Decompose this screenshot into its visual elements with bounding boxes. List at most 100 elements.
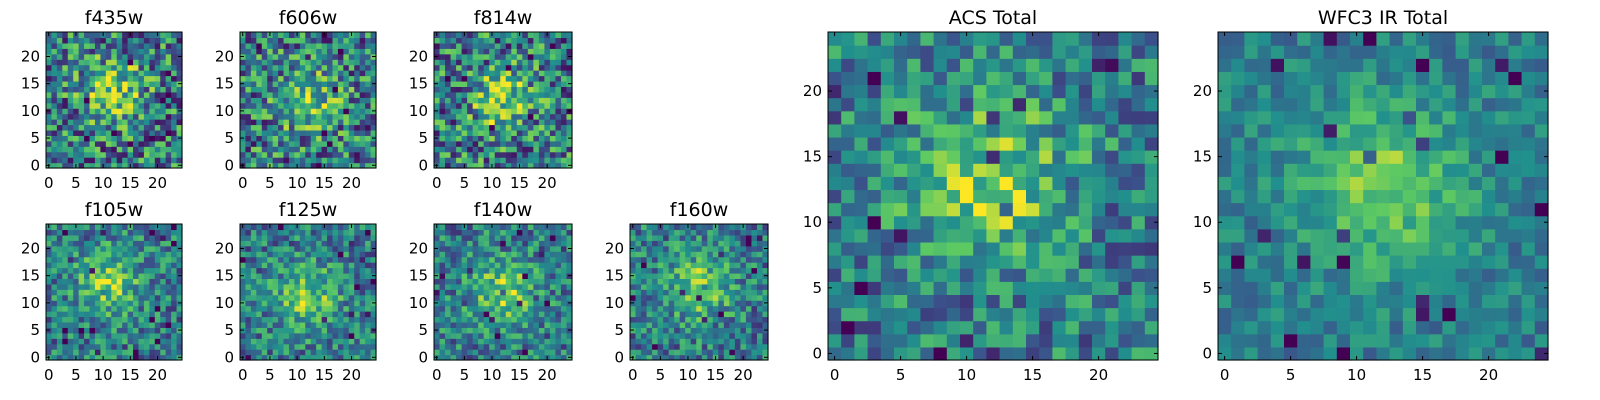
heatmap-cell	[483, 135, 490, 142]
heatmap-cell	[674, 224, 681, 231]
heatmap-cell	[122, 64, 129, 71]
heatmap-cell	[505, 108, 512, 115]
heatmap-cell	[365, 162, 372, 169]
heatmap-cell	[348, 229, 355, 236]
heatmap-cell	[445, 146, 452, 153]
heatmap-cell	[674, 229, 681, 236]
heatmap-cell	[745, 251, 753, 258]
heatmap-cell	[46, 140, 53, 147]
heatmap-cell	[505, 157, 512, 164]
heatmap-cell	[116, 278, 123, 285]
heatmap-cell	[160, 245, 167, 252]
heatmap-cell	[450, 251, 457, 258]
heatmap-cell	[555, 262, 562, 269]
heatmap-cell	[56, 305, 63, 312]
heatmap-cell	[478, 294, 485, 301]
heatmap-cell	[707, 262, 714, 269]
heatmap-cell	[171, 129, 178, 136]
heatmap-cell	[122, 91, 129, 98]
heatmap-cell	[1039, 281, 1053, 295]
heatmap-cell	[1012, 150, 1027, 164]
heatmap-cell	[288, 332, 295, 339]
heatmap-cell	[89, 289, 96, 296]
heatmap-cell	[283, 75, 290, 82]
heatmap-cell	[712, 240, 719, 247]
heatmap-cell	[527, 300, 534, 307]
heatmap-cell	[122, 124, 129, 131]
heatmap-cell	[663, 234, 670, 241]
heatmap-cell	[566, 91, 573, 98]
heatmap-cell	[245, 224, 252, 231]
heatmap-cell	[516, 135, 523, 142]
heatmap-cell	[566, 349, 573, 356]
heatmap-cell	[359, 162, 366, 169]
heatmap-cell	[467, 37, 474, 44]
heatmap-cell	[105, 354, 112, 361]
heatmap-cell	[696, 338, 703, 345]
heatmap-cell	[122, 272, 129, 279]
heatmap-cell	[516, 119, 523, 126]
heatmap-cell	[511, 140, 518, 147]
heatmap-cell	[751, 332, 758, 339]
heatmap-cell	[310, 229, 317, 236]
heatmap-cell	[641, 338, 648, 345]
heatmap-cell	[489, 311, 496, 318]
heatmap-cell	[84, 64, 91, 71]
heatmap-cell	[690, 240, 697, 247]
heatmap-cell	[267, 234, 274, 241]
heatmap-cell	[299, 224, 306, 231]
heatmap-cell	[445, 124, 452, 131]
heatmap-cell	[116, 262, 123, 269]
heatmap-cell	[46, 113, 53, 120]
heatmap-cell	[94, 32, 101, 39]
heatmap-cell	[116, 86, 123, 93]
heatmap-cell	[56, 245, 63, 252]
heatmap-cell	[278, 157, 285, 164]
heatmap-cell	[256, 234, 263, 241]
heatmap-cell	[696, 272, 703, 279]
heatmap-cell	[549, 42, 557, 49]
heatmap-cell	[299, 300, 306, 307]
heatmap-cell	[305, 86, 312, 93]
heatmap-cell	[138, 140, 145, 147]
heatmap-cell	[267, 289, 274, 296]
heatmap-cell	[516, 262, 523, 269]
heatmap-cell	[1012, 281, 1027, 295]
heatmap-cell	[478, 262, 485, 269]
heatmap-cell	[1012, 320, 1027, 335]
heatmap-cell	[348, 129, 355, 136]
heatmap-cell	[538, 338, 545, 345]
heatmap-cell	[62, 97, 69, 104]
heatmap-cell	[100, 113, 107, 120]
heatmap-cell	[321, 327, 328, 334]
x-tick-label: 0	[238, 174, 248, 192]
heatmap-cell	[116, 354, 123, 361]
heatmap-cell	[73, 113, 80, 120]
heatmap-cell	[267, 338, 274, 345]
heatmap-cell	[149, 129, 156, 136]
heatmap-cell	[46, 240, 53, 247]
heatmap-cell	[67, 64, 74, 71]
heatmap-cell	[707, 305, 714, 312]
heatmap-cell	[343, 102, 350, 109]
heatmap-cell	[305, 283, 312, 290]
heatmap-cell	[365, 48, 372, 55]
heatmap-cell	[176, 349, 183, 356]
heatmap-cell	[472, 229, 479, 236]
heatmap-cell	[549, 354, 557, 361]
heatmap-cell	[652, 305, 659, 312]
heatmap-cell	[370, 240, 377, 247]
heatmap-cell	[160, 278, 167, 285]
heatmap-cell	[73, 300, 80, 307]
heatmap-cell	[154, 343, 161, 350]
heatmap-cell	[261, 354, 268, 361]
heatmap-cell	[867, 255, 882, 269]
heatmap-cell	[657, 332, 664, 339]
heatmap-cell	[712, 338, 719, 345]
heatmap-cell	[100, 311, 107, 318]
heatmap-cell	[299, 151, 306, 158]
heatmap-cell	[305, 354, 312, 361]
heatmap-cell	[332, 91, 339, 98]
heatmap-cell	[657, 229, 664, 236]
heatmap-cell	[261, 224, 268, 231]
